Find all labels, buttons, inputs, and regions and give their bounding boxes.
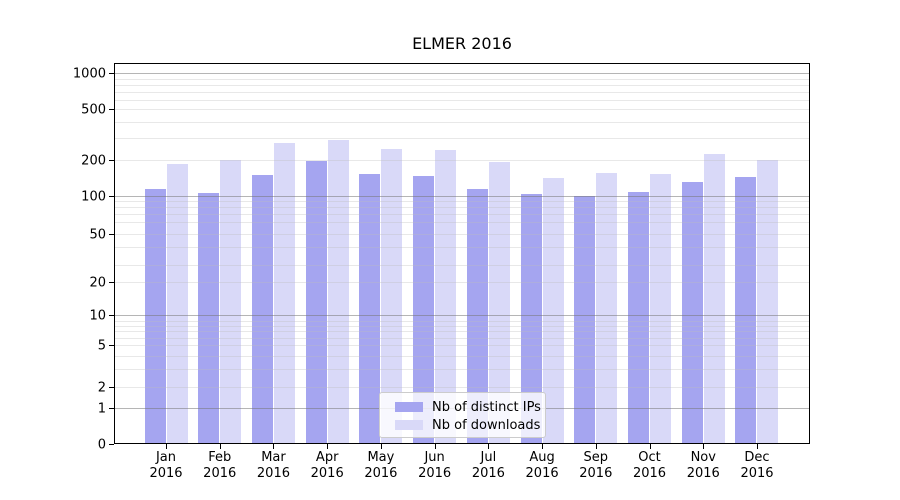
x-tick-nov <box>703 444 705 449</box>
bar-downloads-aug <box>542 178 564 443</box>
y-tick-label-50: 50 <box>89 227 106 242</box>
bar-distinct-ips-mar <box>251 175 273 443</box>
x-tick-oct <box>649 444 651 449</box>
x-tick-jun <box>434 444 436 449</box>
x-tick-label-jun: Jun 2016 <box>418 450 452 481</box>
bar-distinct-ips-dec <box>735 177 757 443</box>
bar-distinct-ips-jan <box>144 188 166 443</box>
y-tick-label-5: 5 <box>97 338 106 353</box>
y-tick-2 <box>109 387 114 388</box>
x-tick-label-mar: Mar 2016 <box>256 450 290 481</box>
x-tick-label-jul: Jul 2016 <box>471 450 505 481</box>
x-tick-label-jan: Jan 2016 <box>149 450 183 481</box>
legend-row-distinct-ips: Nb of distinct IPs <box>395 398 545 416</box>
x-tick-dec <box>756 444 758 449</box>
y-tick-label-200: 200 <box>81 153 106 168</box>
legend-swatch-distinct-ips <box>395 402 423 412</box>
x-tick-sep <box>595 444 597 449</box>
y-tick-500 <box>109 109 114 110</box>
bar-distinct-ips-nov <box>681 182 703 443</box>
y-tick-0 <box>109 444 114 445</box>
x-tick-label-sep: Sep 2016 <box>579 450 613 481</box>
x-tick-label-aug: Aug 2016 <box>525 450 559 481</box>
bar-distinct-ips-apr <box>305 160 327 443</box>
y-tick-label-1: 1 <box>97 401 106 416</box>
x-tick-jul <box>488 444 490 449</box>
y-tick-1 <box>109 408 114 409</box>
bar-downloads-jul <box>488 161 510 443</box>
bar-downloads-apr <box>327 139 349 443</box>
x-tick-feb <box>219 444 221 449</box>
chart-title: ELMER 2016 <box>412 34 512 53</box>
legend-swatch-downloads <box>395 420 423 430</box>
x-tick-label-nov: Nov 2016 <box>686 450 720 481</box>
y-tick-label-20: 20 <box>89 275 106 290</box>
bar-distinct-ips-jun <box>413 176 435 443</box>
y-tick-label-10: 10 <box>89 308 106 323</box>
legend-row-downloads: Nb of downloads <box>395 416 545 434</box>
x-tick-label-apr: Apr 2016 <box>310 450 344 481</box>
bar-distinct-ips-feb <box>198 193 220 443</box>
bars-layer <box>115 64 809 443</box>
x-tick-label-may: May 2016 <box>364 450 398 481</box>
x-tick-may <box>380 444 382 449</box>
legend-label-distinct-ips: Nb of distinct IPs <box>432 399 541 415</box>
y-tick-5 <box>109 345 114 346</box>
x-tick-label-oct: Oct 2016 <box>632 450 667 481</box>
x-tick-mar <box>273 444 275 449</box>
bar-downloads-may <box>381 148 403 443</box>
bar-distinct-ips-oct <box>628 191 650 443</box>
x-tick-aug <box>542 444 544 449</box>
y-tick-50 <box>109 234 114 235</box>
legend-label-downloads: Nb of downloads <box>432 417 541 433</box>
y-tick-1000 <box>109 73 114 74</box>
y-tick-label-1000: 1000 <box>72 66 106 81</box>
y-tick-10 <box>109 315 114 316</box>
x-tick-label-feb: Feb 2016 <box>203 450 237 481</box>
y-tick-label-2: 2 <box>97 380 106 395</box>
bar-downloads-nov <box>703 153 725 443</box>
bar-downloads-jun <box>435 149 457 443</box>
bar-distinct-ips-aug <box>520 194 542 443</box>
bar-downloads-jan <box>166 164 188 443</box>
bar-downloads-mar <box>273 142 295 443</box>
y-tick-label-500: 500 <box>81 102 106 117</box>
legend: Nb of distinct IPs Nb of downloads <box>379 392 546 438</box>
bar-downloads-feb <box>220 160 242 443</box>
bar-downloads-dec <box>757 160 779 443</box>
bar-downloads-sep <box>596 173 618 443</box>
x-tick-label-dec: Dec 2016 <box>740 450 774 481</box>
bar-distinct-ips-sep <box>574 195 596 443</box>
y-tick-20 <box>109 282 114 283</box>
y-tick-label-100: 100 <box>81 189 106 204</box>
y-tick-label-0: 0 <box>97 437 106 452</box>
bar-downloads-oct <box>650 174 672 443</box>
bar-distinct-ips-may <box>359 173 381 443</box>
x-tick-apr <box>327 444 329 449</box>
y-tick-100 <box>109 196 114 197</box>
x-tick-jan <box>166 444 167 449</box>
y-tick-200 <box>109 160 114 161</box>
